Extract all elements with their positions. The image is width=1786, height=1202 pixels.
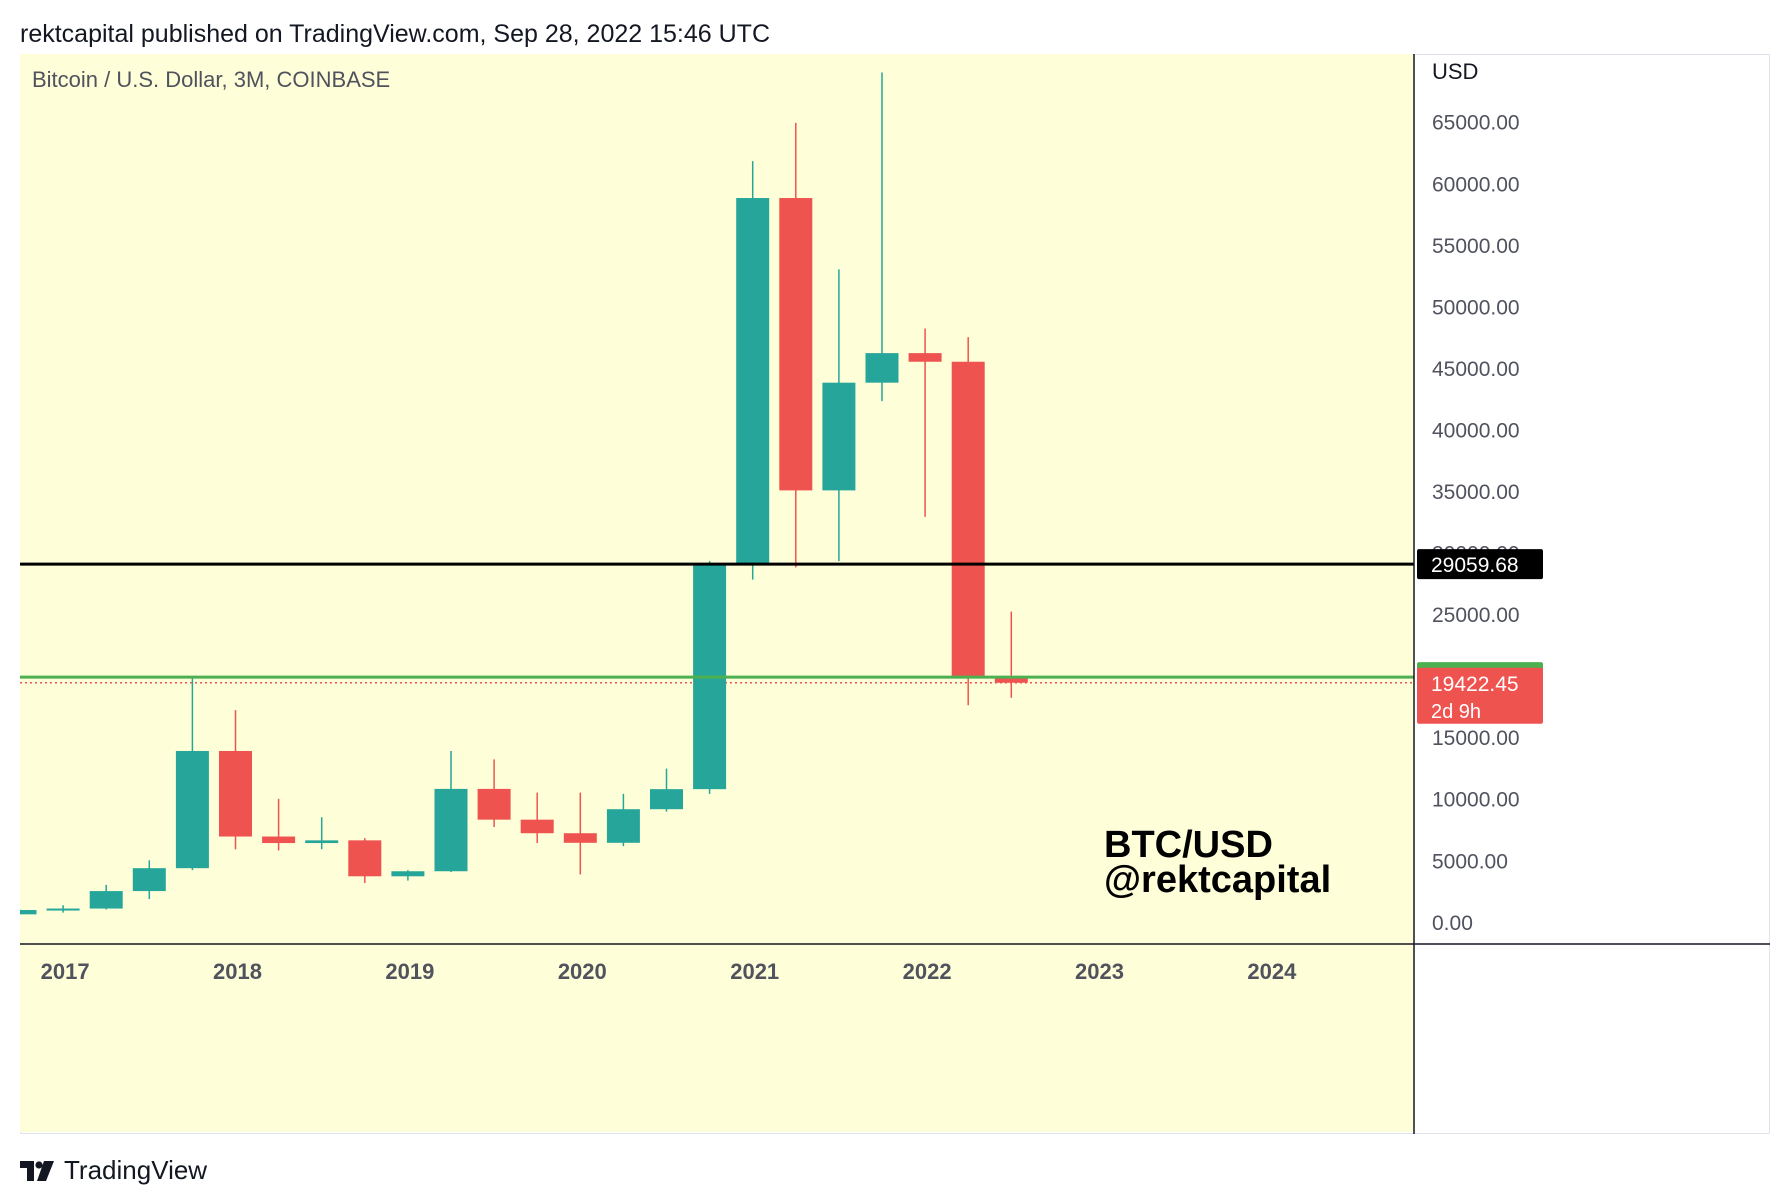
- y-tick-label: 10000.00: [1432, 789, 1520, 812]
- candle-body: [563, 833, 597, 843]
- watermark-pair: BTC/USD: [1104, 824, 1273, 866]
- candle-body: [348, 840, 382, 877]
- candle-body: [20, 910, 37, 915]
- x-tick-label: 2020: [558, 959, 607, 984]
- x-tick-label: 2019: [385, 959, 434, 984]
- candle-body: [822, 382, 856, 491]
- countdown-text: 2d 9h: [1431, 701, 1481, 723]
- watermark-author: @rektcapital: [1104, 859, 1331, 901]
- y-tick-label: 0.00: [1432, 912, 1473, 935]
- price-label-1: 29059.68: [1417, 549, 1543, 580]
- candle-body: [262, 836, 296, 844]
- candle-2018-Q4[interactable]: [348, 838, 382, 884]
- publisher-line: rektcapital published on TradingView.com…: [20, 20, 770, 48]
- y-tick-label: 25000.00: [1432, 604, 1520, 627]
- y-axis-unit-label: USD: [1432, 59, 1478, 84]
- candle-2020-Q3[interactable]: [650, 768, 683, 812]
- x-tick-label: 2023: [1075, 959, 1124, 984]
- chart-title: Bitcoin / U.S. Dollar, 3M, COINBASE: [32, 67, 390, 92]
- x-tick-label: 2018: [213, 959, 262, 984]
- y-tick-label: 35000.00: [1432, 481, 1520, 504]
- candle-2021-Q1[interactable]: [736, 161, 770, 580]
- candle-2017-Q3[interactable]: [132, 860, 166, 900]
- y-tick-label: 50000.00: [1432, 296, 1520, 319]
- candle-2022-Q3[interactable]: [994, 611, 1028, 698]
- candle-2019-Q2[interactable]: [434, 750, 468, 872]
- candle-body: [219, 750, 252, 837]
- candle-2020-Q2[interactable]: [606, 793, 640, 847]
- y-tick-label: 55000.00: [1432, 235, 1520, 258]
- candle-body: [391, 871, 425, 877]
- candle-body: [865, 353, 899, 383]
- tradingview-brand[interactable]: TradingView: [20, 1155, 207, 1186]
- candle-2020-Q1[interactable]: [563, 792, 597, 875]
- candle-body: [305, 840, 339, 844]
- y-tick-label: 45000.00: [1432, 358, 1520, 381]
- tradingview-brand-text: TradingView: [64, 1155, 208, 1185]
- candle-2019-Q3[interactable]: [477, 759, 511, 828]
- candles: [20, 72, 1028, 915]
- candle-body: [994, 677, 1028, 683]
- price-label-box: [1417, 549, 1543, 580]
- plot-background: [20, 54, 1414, 944]
- candle-body: [477, 788, 511, 820]
- candle-body: [46, 908, 80, 911]
- y-tick-label: 15000.00: [1432, 727, 1520, 750]
- candle-2018-Q3[interactable]: [305, 817, 339, 850]
- price-label-box: [1417, 667, 1543, 724]
- candle-2017-Q2[interactable]: [89, 884, 123, 910]
- candle-2017-Q4[interactable]: [175, 677, 209, 871]
- y-tick-label: 40000.00: [1432, 419, 1520, 442]
- candle-body: [132, 868, 166, 892]
- price-label-text: 29059.68: [1431, 554, 1519, 577]
- candle-body: [606, 809, 640, 843]
- candle-body: [908, 353, 942, 362]
- candle-2022-Q2[interactable]: [951, 337, 985, 706]
- y-tick-label: 65000.00: [1432, 112, 1520, 135]
- candlestick-chart[interactable]: Bitcoin / U.S. Dollar, 3M, COINBASE USD …: [20, 54, 1770, 1134]
- x-axis-ticks[interactable]: 2017 2018 2019 2020 2021 2022 2023 2024: [41, 959, 1298, 984]
- candle-body: [175, 750, 209, 869]
- candle-body: [89, 891, 123, 909]
- candle-2021-Q3[interactable]: [822, 269, 856, 562]
- price-label-3: 19422.45 2d 9h: [1417, 667, 1543, 724]
- price-label-text: 19422.45: [1431, 673, 1519, 696]
- y-tick-label: 60000.00: [1432, 173, 1520, 196]
- candle-2017-Q1[interactable]: [46, 905, 80, 913]
- horizontal-lines-top: [20, 562, 1414, 679]
- x-axis-strip: [20, 944, 1414, 1132]
- candle-body: [779, 198, 813, 491]
- x-tick-label: 2024: [1247, 959, 1297, 984]
- y-tick-label: 5000.00: [1432, 850, 1508, 873]
- candle-body: [951, 361, 985, 678]
- candle-body: [650, 789, 683, 810]
- candle-2019-Q1[interactable]: [391, 870, 425, 881]
- candle-2021-Q2[interactable]: [779, 122, 813, 568]
- candle-2018-Q1[interactable]: [219, 710, 252, 850]
- candle-2022-Q1[interactable]: [908, 328, 942, 517]
- x-tick-label: 2022: [903, 959, 952, 984]
- candle-body: [736, 198, 770, 565]
- candle-2018-Q2[interactable]: [262, 798, 296, 851]
- x-tick-label: 2021: [730, 959, 779, 984]
- candle-2021-Q4[interactable]: [865, 72, 899, 402]
- candle-2019-Q4[interactable]: [520, 792, 554, 844]
- x-tick-label: 2017: [41, 959, 90, 984]
- candle-body: [520, 819, 554, 834]
- candle-2016-Q4[interactable]: [20, 909, 37, 915]
- tradingview-logo-icon: [20, 1160, 54, 1181]
- candle-body: [434, 788, 468, 872]
- y-axis-ticks[interactable]: 0.005000.0010000.0015000.0020000.0025000…: [1432, 112, 1520, 935]
